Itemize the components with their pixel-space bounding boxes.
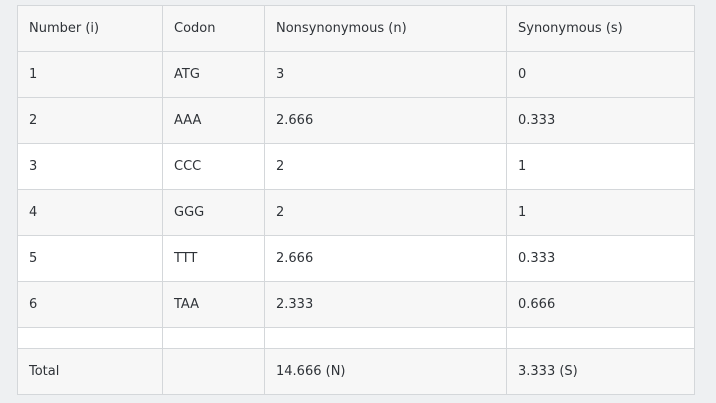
total-label: Total — [17, 348, 163, 395]
cell-codon: TAA — [162, 281, 265, 328]
cell-codon: AAA — [162, 97, 265, 144]
cell-number: 3 — [17, 143, 163, 190]
header-synonymous: Synonymous (s) — [506, 5, 695, 52]
cell-synonymous: 0.333 — [506, 235, 695, 282]
header-number: Number (i) — [17, 5, 163, 52]
cell-synonymous: 0 — [506, 51, 695, 98]
table-row: 3 CCC 2 1 — [17, 143, 695, 190]
table-row: 1 ATG 3 0 — [17, 51, 695, 98]
cell-nonsynonymous: 2.333 — [264, 281, 507, 328]
table-row: 6 TAA 2.333 0.666 — [17, 281, 695, 328]
cell-number: 1 — [17, 51, 163, 98]
cell-nonsynonymous: 2.666 — [264, 235, 507, 282]
cell-nonsynonymous: 3 — [264, 51, 507, 98]
cell-number: 4 — [17, 189, 163, 236]
empty-cell — [264, 327, 507, 349]
table-row: 4 GGG 2 1 — [17, 189, 695, 236]
total-synonymous: 3.333 (S) — [506, 348, 695, 395]
table-row: 2 AAA 2.666 0.333 — [17, 97, 695, 144]
empty-cell — [162, 327, 265, 349]
empty-cell — [506, 327, 695, 349]
cell-synonymous: 0.666 — [506, 281, 695, 328]
cell-synonymous: 0.333 — [506, 97, 695, 144]
total-codon-cell — [162, 348, 265, 395]
table-header-row: Number (i) Codon Nonsynonymous (n) Synon… — [17, 5, 695, 52]
cell-nonsynonymous: 2 — [264, 143, 507, 190]
cell-nonsynonymous: 2 — [264, 189, 507, 236]
total-row: Total 14.666 (N) 3.333 (S) — [17, 348, 695, 395]
cell-codon: CCC — [162, 143, 265, 190]
empty-cell — [17, 327, 163, 349]
cell-codon: TTT — [162, 235, 265, 282]
cell-synonymous: 1 — [506, 143, 695, 190]
codon-table: Number (i) Codon Nonsynonymous (n) Synon… — [17, 5, 695, 395]
codon-table-container: Number (i) Codon Nonsynonymous (n) Synon… — [17, 5, 695, 395]
cell-codon: ATG — [162, 51, 265, 98]
cell-codon: GGG — [162, 189, 265, 236]
cell-nonsynonymous: 2.666 — [264, 97, 507, 144]
cell-number: 5 — [17, 235, 163, 282]
empty-row — [17, 327, 695, 349]
header-codon: Codon — [162, 5, 265, 52]
total-nonsynonymous: 14.666 (N) — [264, 348, 507, 395]
table-row: 5 TTT 2.666 0.333 — [17, 235, 695, 282]
cell-synonymous: 1 — [506, 189, 695, 236]
cell-number: 2 — [17, 97, 163, 144]
header-nonsynonymous: Nonsynonymous (n) — [264, 5, 507, 52]
cell-number: 6 — [17, 281, 163, 328]
